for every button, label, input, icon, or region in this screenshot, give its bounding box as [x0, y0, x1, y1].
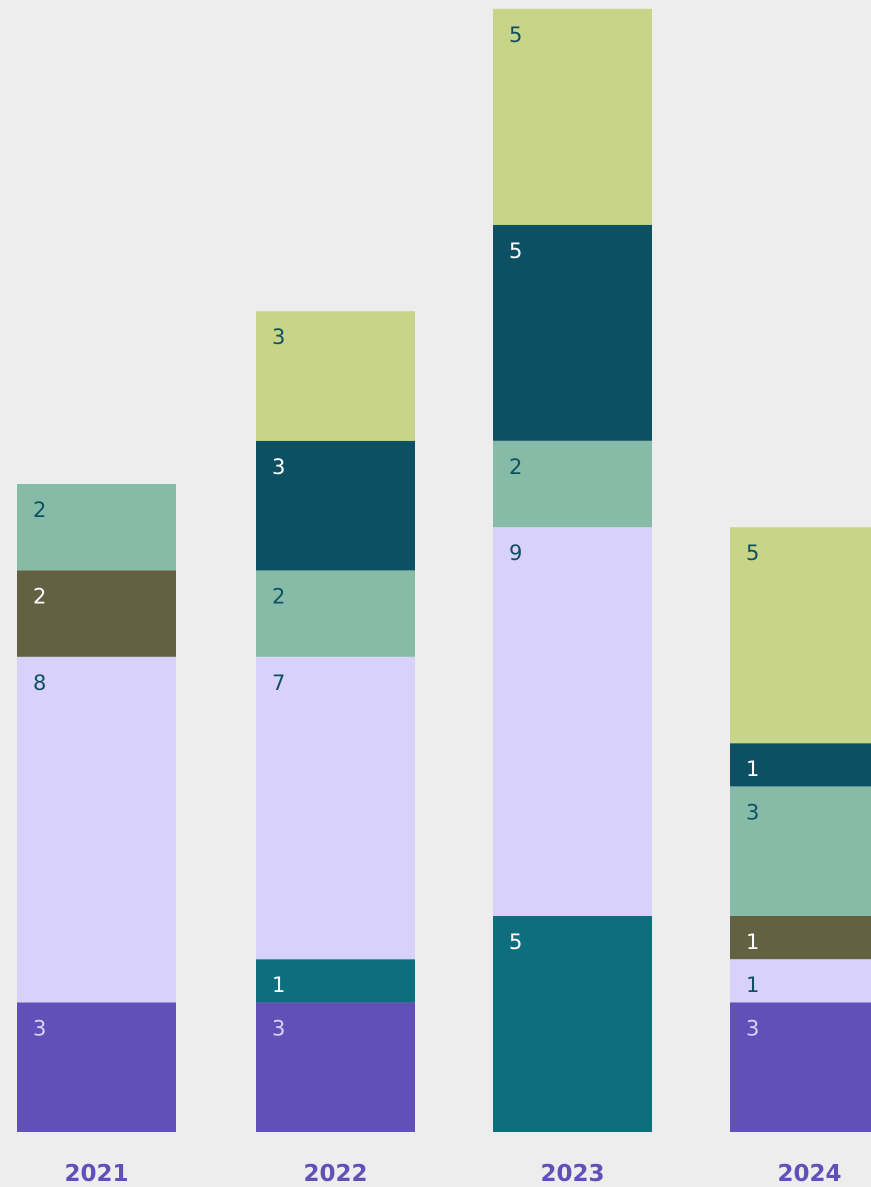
- segment-value-label-2022-series-5: 2: [272, 584, 285, 608]
- segment-value-label-2022-series-7: 3: [272, 325, 285, 349]
- bar-segment-2021-series-3: [17, 656, 176, 1003]
- bar-segment-2021-series-4: [17, 570, 176, 657]
- category-label-2021: 2021: [64, 1161, 128, 1187]
- bar-segment-2023-series-7: [493, 8, 652, 225]
- bar-segment-2024-series-3: [730, 959, 871, 1003]
- segment-value-label-2021-series-5: 2: [33, 498, 46, 522]
- bar-segment-2022-series-7: [256, 311, 415, 441]
- bar-segment-2022-series-2: [256, 959, 415, 1003]
- segment-value-label-2021-series-1: 3: [33, 1016, 46, 1040]
- bar-segment-2024-series-6: [730, 743, 871, 787]
- category-label-2024: 2024: [777, 1161, 841, 1187]
- segment-value-label-2023-series-3: 9: [509, 541, 522, 565]
- segment-value-label-2022-series-6: 3: [272, 455, 285, 479]
- segment-value-label-2021-series-3: 8: [33, 671, 46, 695]
- bar-segment-2023-series-3: [493, 527, 652, 916]
- category-label-2023: 2023: [540, 1161, 604, 1187]
- segment-value-label-2024-series-4: 1: [746, 930, 759, 954]
- segment-value-label-2024-series-7: 5: [746, 541, 759, 565]
- segment-value-label-2022-series-1: 3: [272, 1016, 285, 1040]
- category-label-2022: 2022: [303, 1161, 367, 1187]
- segment-value-label-2023-series-2: 5: [509, 930, 522, 954]
- segment-labels-group: 3 8 2 2 3 1 7 2 3 3 5 9 2 5 5 3 1 1 3 1 5: [33, 23, 759, 1041]
- bar-segment-2021-series-5: [17, 484, 176, 571]
- segment-value-label-2023-series-7: 5: [509, 23, 522, 47]
- bars-group: [17, 8, 871, 1132]
- bar-segment-2021-series-1: [17, 1002, 176, 1132]
- segment-value-label-2024-series-3: 1: [746, 973, 759, 997]
- bar-segment-2023-series-6: [493, 224, 652, 441]
- segment-value-label-2024-series-1: 3: [746, 1016, 759, 1040]
- bar-segment-2023-series-2: [493, 916, 652, 1132]
- segment-value-label-2024-series-6: 1: [746, 757, 759, 781]
- bar-segment-2024-series-7: [730, 527, 871, 744]
- bar-segment-2024-series-5: [730, 786, 871, 916]
- bar-segment-2022-series-6: [256, 440, 415, 571]
- segment-value-label-2023-series-6: 5: [509, 239, 522, 263]
- bar-segment-2023-series-5: [493, 440, 652, 528]
- segment-value-label-2021-series-4: 2: [33, 584, 46, 608]
- segment-value-label-2023-series-5: 2: [509, 455, 522, 479]
- segment-value-label-2024-series-5: 3: [746, 800, 759, 824]
- category-labels-group: 2021 2022 2023 2024: [64, 1161, 841, 1187]
- bar-segment-2022-series-1: [256, 1002, 415, 1132]
- bar-segment-2022-series-5: [256, 570, 415, 657]
- segment-value-label-2022-series-3: 7: [272, 671, 285, 695]
- bar-segment-2022-series-3: [256, 656, 415, 960]
- bar-segment-2024-series-4: [730, 916, 871, 960]
- segment-value-label-2022-series-2: 1: [272, 973, 285, 997]
- bar-segment-2024-series-1: [730, 1002, 871, 1132]
